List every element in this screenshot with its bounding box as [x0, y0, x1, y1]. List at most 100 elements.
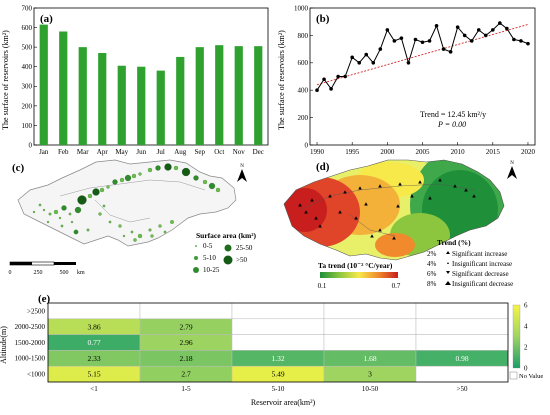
panel-e-colorbar-ticks: 0 2 4 6 [524, 301, 528, 372]
heatmap-cell [323, 334, 417, 351]
heatmap-value: 2.79 [179, 322, 192, 331]
panel-b-ytick-label: 800 [298, 32, 309, 40]
colorbar-tick-label: 2 [524, 343, 528, 351]
panel-a-xtick-label: Apr [97, 148, 109, 156]
panel-b-xtick-label: 2005 [416, 148, 431, 156]
heatmap-value: 0.98 [455, 354, 468, 363]
trend-triangle-marker [418, 180, 422, 184]
heatmap-cell [139, 302, 233, 320]
heatmap-row-label: 1500-2000 [15, 339, 46, 347]
reservoir-dot [193, 175, 199, 181]
panel-b-xtick-label: 2020 [521, 148, 536, 156]
panel-b-point-2008 [441, 47, 446, 51]
panel-b-ytick-label: 1000 [294, 4, 309, 12]
reservoir-dot [124, 174, 132, 182]
reservoir-dot [58, 216, 62, 220]
reservoir-dot [108, 220, 112, 224]
heat-orange-south [375, 233, 415, 257]
heatmap-value: 1.68 [363, 354, 376, 363]
panel-a-bar-jul [156, 70, 165, 145]
panel-b-point-2004 [413, 37, 418, 42]
trend-triangle-marker [304, 210, 308, 214]
trend-triangle-marker [464, 188, 468, 192]
trend-triangle-marker [364, 202, 368, 206]
reservoir-dot [150, 234, 154, 238]
reservoir-dot [112, 179, 118, 185]
legend-label-over50: >50 [236, 256, 247, 264]
panel-d-trend-markers [298, 178, 476, 240]
trend-triangle-marker [396, 204, 400, 208]
panel-d-inner-border-2 [349, 214, 396, 237]
panel-b-ytick-label: 600 [298, 59, 309, 67]
panel-d-inner-border [299, 183, 476, 211]
reservoir-dot [53, 209, 59, 215]
heatmap-row-label: <1000 [27, 371, 45, 379]
panel-b-point-1995 [350, 55, 354, 60]
panel-b-point-2002 [399, 36, 404, 40]
reservoir-dot [32, 210, 36, 214]
panel-a-bar-feb [59, 31, 68, 145]
reservoir-dot [147, 167, 153, 173]
scalebar-fill-2 [54, 262, 76, 265]
panel-d-colorbar: Ta trend (10⁻² °C/year) 0.1 0.7 [318, 261, 401, 290]
reservoir-dot [118, 224, 122, 228]
reservoir-dot [102, 204, 106, 208]
reservoir-dot [181, 167, 191, 177]
panel-a-xtick-label: May [115, 148, 128, 156]
panel-b-point-2012 [469, 39, 474, 43]
panel-b-point-2013 [476, 28, 481, 32]
legend-dot-over50 [223, 255, 233, 265]
panel-c-north-arrow: N [237, 164, 247, 182]
panel-a-ytick-label: 400 [22, 63, 33, 71]
legend-dot-10-25 [193, 267, 199, 273]
panel-e-xlabel: Reservoir area(km²) [251, 398, 316, 407]
trend-triangle-marker [314, 216, 318, 220]
panel-b-point-1997 [364, 52, 369, 57]
reservoir-dot [163, 230, 167, 234]
panel-a-xtick-label: Oct [214, 148, 224, 156]
panel-a-frame [33, 7, 269, 146]
colorbar-min: 0.1 [318, 282, 327, 290]
panel-b-point-2017 [505, 26, 509, 31]
reservoir-dot [77, 195, 87, 205]
panel-c-reservoir-dots [32, 163, 221, 242]
panel-a: 0 100 200 300 400 500 600 700 Jan Feb Mar Apr May Jun… [1, 4, 269, 156]
reservoir-dot [155, 165, 161, 171]
reservoir-dot [164, 163, 172, 171]
trend-triangle-marker [428, 196, 432, 200]
heatmap-cell [231, 334, 325, 351]
panel-b-point-2014 [483, 33, 488, 38]
reservoir-dot [119, 177, 125, 183]
heatmap-cell [47, 302, 141, 320]
panel-b-point-2003 [406, 61, 411, 65]
panel-a-bar-apr [98, 53, 107, 146]
colorbar-gradient [320, 272, 398, 278]
panel-a-bar-aug [176, 56, 185, 145]
heatmap-cell [323, 318, 417, 335]
reservoir-dot [99, 187, 105, 193]
trend-triangle-marker [298, 203, 302, 207]
trend-triangle-marker [438, 178, 442, 182]
scale-tick-0: 0 [9, 270, 12, 276]
panel-b-point-1994 [343, 74, 347, 79]
panel-a-xtick-label: Jun [136, 148, 146, 156]
panel-d-region-outline [283, 159, 505, 261]
trend-triangle-marker [354, 216, 358, 220]
panel-e-heatmap: >2500 3.86 2.79 2000-2500 0.77 2.96 1500-2000 2… [15, 302, 509, 393]
panel-a-label: (a) [40, 13, 53, 25]
heatmap-value: 2.7 [181, 370, 191, 379]
heatmap-row-label: 1000-1500 [15, 355, 46, 363]
panel-d-colorbar-title: Ta trend (10⁻² °C/year) [318, 261, 393, 270]
panel-c-scalebar: 0 250 500 km [9, 261, 85, 276]
colorbar-tick-label: 4 [524, 322, 528, 330]
trend-triangle-marker [358, 186, 362, 190]
trend-triangle-marker [370, 234, 374, 238]
panel-a-axes: 0 100 200 300 400 500 600 700 Jan Feb Mar Apr May Jun… [22, 4, 269, 156]
trend-triangle-marker [378, 228, 382, 232]
large-triangle-icon [445, 281, 451, 285]
panel-b-point-1998 [371, 61, 376, 65]
panel-a-xtick-label: Jul [157, 148, 165, 156]
legend-label-10-25: 10-25 [203, 266, 220, 274]
panel-b-point-1990 [315, 88, 319, 92]
panel-a-ytick-label: 700 [22, 4, 33, 12]
